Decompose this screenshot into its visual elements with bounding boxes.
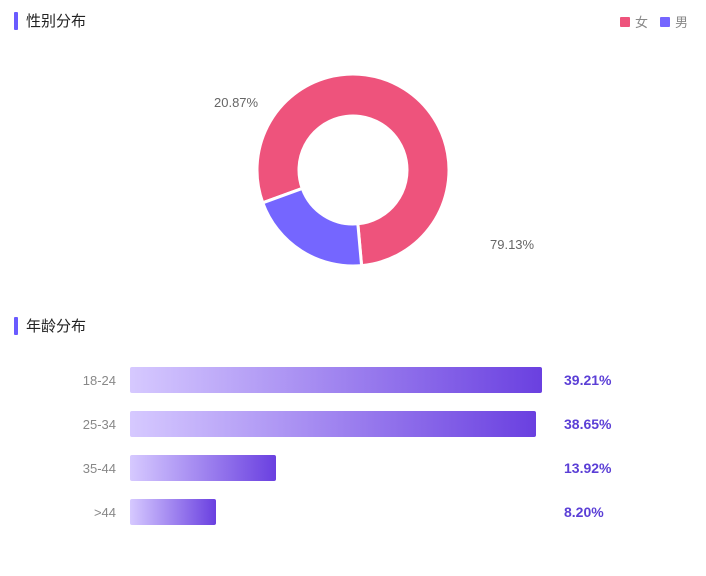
bar-track [130, 455, 550, 481]
bar-value: 13.92% [550, 460, 611, 476]
bar-track [130, 499, 550, 525]
bar-track [130, 367, 550, 393]
bar-value: 8.20% [550, 504, 604, 520]
bar-row: 18-24 39.21% [0, 358, 706, 402]
legend-item-female: 女 [620, 12, 648, 31]
legend-label-female: 女 [635, 12, 648, 31]
legend-label-male: 男 [675, 12, 688, 31]
donut-label-female: 79.13% [490, 237, 534, 252]
age-bar-chart: 18-24 39.21% 25-34 38.65% 35-44 13.92% >44 8.20… [0, 340, 706, 534]
gender-donut-chart: 20.87% 79.13% [0, 35, 706, 305]
header-accent-bar [14, 12, 18, 30]
legend-swatch-male [660, 17, 670, 27]
bar-value: 38.65% [550, 416, 611, 432]
gender-title: 性别分布 [26, 10, 86, 31]
donut-label-male: 20.87% [214, 95, 258, 110]
bar-category: 35-44 [0, 461, 130, 476]
bar-fill [130, 411, 536, 437]
bar-category: >44 [0, 505, 130, 520]
age-section-header: 年龄分布 [0, 305, 706, 340]
header-accent-bar [14, 317, 18, 335]
bar-row: >44 8.20% [0, 490, 706, 534]
bar-category: 25-34 [0, 417, 130, 432]
bar-fill [130, 455, 276, 481]
donut-slice-male [263, 188, 362, 266]
gender-legend: 女 男 [620, 12, 688, 31]
bar-row: 35-44 13.92% [0, 446, 706, 490]
donut-svg [243, 60, 463, 280]
bar-category: 18-24 [0, 373, 130, 388]
bar-row: 25-34 38.65% [0, 402, 706, 446]
age-title: 年龄分布 [26, 315, 86, 336]
bar-track [130, 411, 550, 437]
gender-section-header: 性别分布 [0, 0, 706, 35]
legend-item-male: 男 [660, 12, 688, 31]
bar-fill [130, 499, 216, 525]
bar-fill [130, 367, 542, 393]
legend-swatch-female [620, 17, 630, 27]
bar-value: 39.21% [550, 372, 611, 388]
